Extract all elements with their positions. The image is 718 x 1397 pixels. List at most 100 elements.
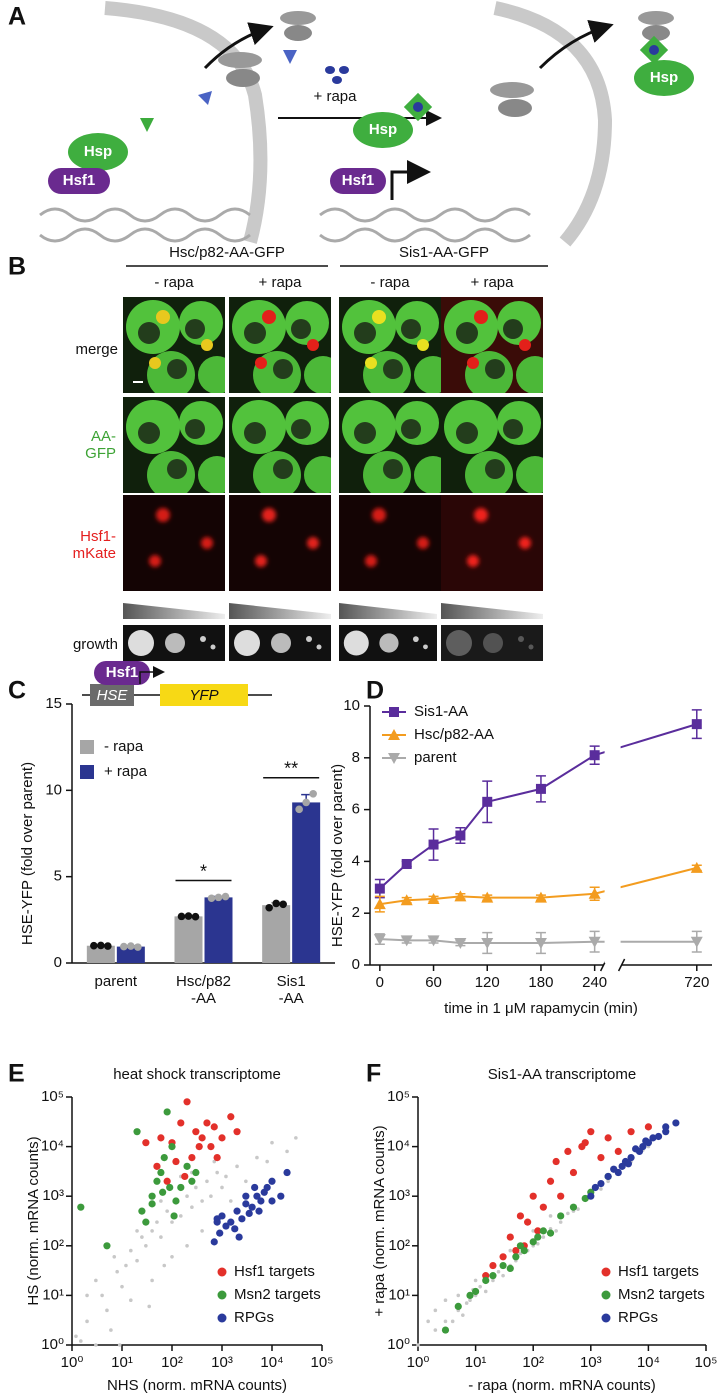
data-point — [188, 1154, 196, 1162]
data-point — [227, 1218, 235, 1226]
data-point — [443, 1319, 448, 1324]
x-tick-label: 10¹ — [465, 1354, 487, 1371]
data-point — [433, 1308, 438, 1313]
y-tick-label: 10⁴ — [41, 1138, 64, 1155]
data-point — [195, 1143, 203, 1151]
ribosome — [498, 99, 532, 117]
data-point — [468, 1298, 472, 1303]
data-point — [235, 1164, 239, 1169]
data-point — [148, 1200, 156, 1208]
hsp — [634, 60, 694, 96]
data-point — [516, 1212, 525, 1220]
y-tick-label: 10⁴ — [387, 1138, 410, 1155]
data-point — [627, 1128, 635, 1136]
dna — [39, 207, 251, 223]
chart-title: heat shock transcriptome — [113, 1066, 281, 1083]
data-point — [138, 1207, 146, 1215]
data-point — [672, 1119, 680, 1127]
chaperone — [140, 118, 154, 132]
bar — [262, 905, 291, 963]
panel-letter: B — [8, 253, 26, 281]
data-point — [179, 1214, 183, 1218]
group-label: Sis1-AA-GFP — [399, 244, 489, 261]
data-point — [127, 942, 135, 950]
data-point — [157, 1134, 165, 1142]
ribosome — [218, 52, 262, 68]
data-point — [473, 1278, 478, 1283]
x-tick-label: 10² — [522, 1354, 544, 1371]
data-point — [188, 1177, 196, 1185]
ribosome — [642, 25, 670, 41]
data-point — [172, 1197, 180, 1205]
x-tick-label: parent — [94, 973, 138, 990]
data-point — [277, 1192, 285, 1200]
data-point — [117, 1343, 122, 1347]
data-point — [416, 1343, 420, 1347]
marker — [455, 830, 466, 841]
x-tick-label: 10⁵ — [695, 1354, 718, 1371]
data-point — [597, 1179, 605, 1188]
data-point — [548, 1214, 553, 1218]
data-point — [85, 1293, 89, 1298]
data-point — [209, 1194, 213, 1198]
x-tick-label: 0 — [376, 974, 384, 991]
data-point — [279, 900, 287, 909]
data-point — [165, 1209, 169, 1213]
data-point — [170, 1255, 174, 1259]
x-tick-label: 720 — [684, 974, 709, 991]
marker — [400, 894, 413, 906]
label: Hsp — [650, 69, 678, 86]
data-point — [210, 1123, 218, 1131]
marker — [588, 936, 601, 948]
data-point — [581, 1139, 589, 1147]
data-point — [466, 1291, 474, 1299]
data-point — [142, 1218, 150, 1226]
data-point — [639, 1143, 647, 1151]
data-point — [153, 1162, 161, 1170]
hsp — [68, 133, 128, 171]
data-point — [172, 1157, 180, 1166]
tile — [441, 495, 543, 591]
data-point — [159, 1235, 163, 1239]
marker — [454, 937, 467, 949]
data-point — [177, 1119, 185, 1127]
panel-letter: A — [8, 3, 26, 31]
x-axis-label: time in 1 μM rapamycin (min) — [444, 1000, 638, 1017]
data-point — [309, 789, 317, 798]
construct: Hsf1 HSE YFP — [82, 661, 272, 706]
panel-letter: C — [8, 677, 26, 705]
data-point — [587, 1192, 595, 1200]
growth-strip — [123, 625, 225, 661]
label: Hsf1 — [342, 172, 375, 189]
dna — [39, 227, 251, 243]
data-point — [285, 1149, 289, 1154]
data-point — [268, 1197, 276, 1205]
data-point — [215, 1170, 219, 1175]
data-point — [443, 1298, 448, 1303]
data-point — [79, 1339, 83, 1343]
y-tick-label: 10¹ — [388, 1286, 410, 1303]
data-point — [129, 1298, 133, 1303]
x-tick-label: 10² — [161, 1354, 183, 1371]
legend-marker — [601, 1313, 611, 1323]
hsf1-pill — [94, 661, 150, 685]
data-point — [177, 1183, 185, 1192]
data-point — [461, 1313, 465, 1317]
data-point — [210, 1238, 218, 1246]
data-point — [94, 1343, 98, 1347]
tile — [339, 297, 441, 393]
data-point — [644, 1139, 653, 1147]
data-point — [220, 1185, 224, 1190]
data-point — [159, 1188, 167, 1196]
construct-label: YFP — [189, 687, 218, 704]
data-point — [97, 941, 105, 950]
x-tick-label: 10⁵ — [311, 1354, 334, 1371]
marker — [427, 892, 440, 904]
data-point — [546, 1229, 555, 1237]
data-point — [170, 1220, 174, 1224]
data-point — [198, 1134, 206, 1142]
group-label: Hsc/p82-AA-GFP — [169, 244, 285, 261]
hsf1 — [48, 168, 110, 194]
data-point — [85, 1319, 89, 1324]
